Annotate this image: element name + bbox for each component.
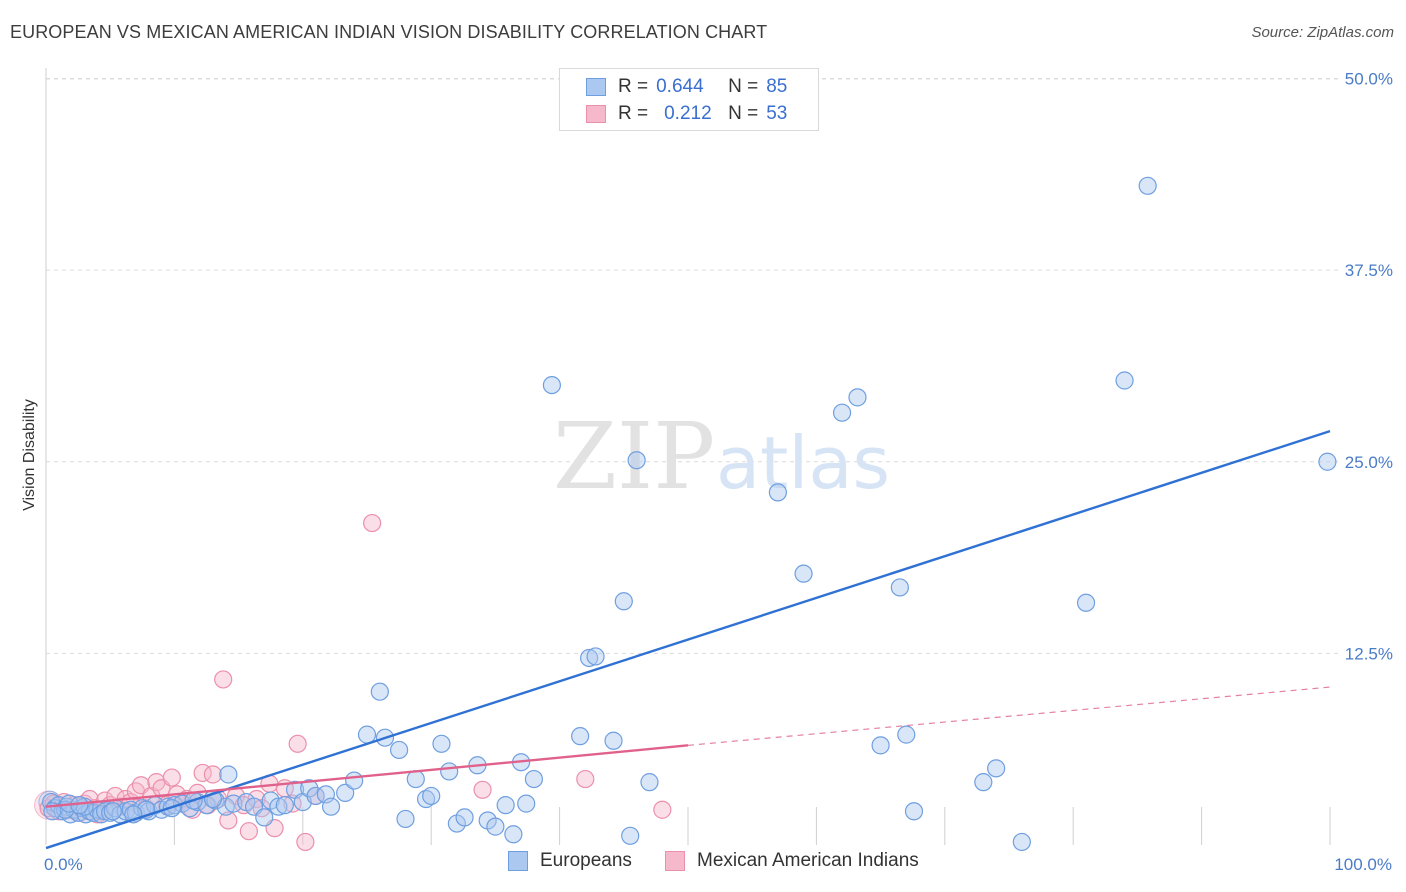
europeans-trendline <box>45 429 1331 850</box>
europeans-point <box>1138 176 1157 195</box>
europeans-point <box>486 817 505 836</box>
europeans-point <box>586 647 605 666</box>
mexican-american-indians-point <box>473 780 492 799</box>
mexican-american-indians-point <box>363 513 382 533</box>
europeans-point <box>890 578 909 597</box>
europeans-point <box>987 759 1006 778</box>
series-swatch-blue <box>508 851 528 871</box>
grid-layer <box>46 78 1340 654</box>
legend-r-label: R = <box>618 103 649 124</box>
legend-n-label: N = <box>728 103 759 124</box>
europeans-point <box>571 727 590 746</box>
mexican-american-indians-point <box>219 811 238 830</box>
mexican-american-indians-point <box>288 734 307 753</box>
chart-source: Source: ZipAtlas.com <box>1251 24 1394 41</box>
legend-n-value: 85 <box>766 76 788 97</box>
series-legend-mexican-american-indians[interactable]: Mexican American Indians <box>665 850 919 872</box>
watermark-atlas: atlas <box>716 421 890 505</box>
mexican-american-indians-trendline-extension <box>687 686 1331 746</box>
europeans-point <box>904 802 924 821</box>
europeans-point <box>627 451 646 470</box>
europeans-point <box>640 773 659 792</box>
mexican-american-indians-point <box>576 769 595 789</box>
legend-r-value: 0.212 <box>664 103 712 124</box>
europeans-point <box>396 809 415 829</box>
europeans-point <box>455 808 474 827</box>
series-legend-label: Europeans <box>540 850 632 871</box>
mexican-american-indians-point <box>653 800 672 819</box>
points-layer <box>34 176 1337 852</box>
series-legend-label: Mexican American Indians <box>697 850 919 871</box>
legend-n-value: 53 <box>766 103 788 124</box>
legend-r-value: 0.644 <box>656 76 704 97</box>
europeans-point <box>524 769 544 789</box>
chart-title: EUROPEAN VS MEXICAN AMERICAN INDIAN VISI… <box>10 22 768 42</box>
legend-row-europeans: R = 0.644 N = 85 <box>586 75 787 99</box>
europeans-point <box>422 786 441 806</box>
europeans-point <box>1012 832 1031 852</box>
mexican-american-indians-point <box>162 768 181 787</box>
legend-swatch-blue <box>586 78 606 96</box>
europeans-point <box>269 797 288 816</box>
y-tick-label: 50.0% <box>1345 70 1393 89</box>
mexican-american-indians-point <box>203 765 223 784</box>
europeans-point <box>871 736 890 755</box>
mexican-american-indians-point <box>239 822 258 841</box>
europeans-point <box>103 802 122 821</box>
mexican-american-indians-trendline <box>45 744 689 808</box>
x-tick-label: 100.0% <box>1334 855 1392 874</box>
watermark: ZIP atlas <box>553 403 890 510</box>
europeans-point <box>504 825 523 844</box>
europeans-point <box>832 403 852 422</box>
series-swatch-pink <box>665 851 685 871</box>
europeans-point <box>219 765 238 784</box>
europeans-point <box>255 808 274 827</box>
europeans-point <box>614 592 633 611</box>
europeans-point <box>542 376 561 395</box>
europeans-point <box>1076 593 1096 612</box>
mexican-american-indians-point <box>296 832 315 852</box>
legend-r-label: R = <box>618 76 649 97</box>
series-legend: Europeans Mexican American Indians <box>0 850 1406 878</box>
europeans-point <box>321 797 341 816</box>
y-axis-title: Vision Disability <box>21 399 38 511</box>
series-legend-europeans[interactable]: Europeans <box>508 850 632 872</box>
europeans-point <box>517 794 536 813</box>
europeans-point <box>848 388 867 407</box>
y-tick-label: 12.5% <box>1345 644 1393 663</box>
europeans-point <box>621 826 640 845</box>
europeans-point <box>390 740 409 760</box>
legend-row-mexican-american-indians: R = 0.212 N = 53 <box>586 102 787 126</box>
y-tick-label: 25.0% <box>1345 453 1393 472</box>
watermark-zip: ZIP <box>553 403 715 510</box>
europeans-point <box>974 773 993 792</box>
legend-n-label: N = <box>728 76 759 97</box>
europeans-point <box>1115 371 1134 390</box>
x-tick-label: 0.0% <box>44 855 83 874</box>
europeans-point <box>357 725 377 744</box>
europeans-point <box>496 796 515 815</box>
europeans-point <box>432 734 451 753</box>
europeans-point <box>768 483 787 502</box>
y-tick-label: 37.5% <box>1345 261 1393 280</box>
europeans-point <box>406 769 425 789</box>
europeans-point <box>604 731 623 750</box>
europeans-point <box>275 796 294 815</box>
europeans-point <box>1318 452 1337 471</box>
regression-lines <box>45 429 1331 850</box>
stats-legend: R = 0.644 N = 85 R = 0.212 N = 53 <box>559 68 819 131</box>
europeans-point <box>580 648 599 668</box>
axis-layer: 12.5% 25.0% 37.5% 50.0% 0.0% 100.0% <box>44 68 1393 874</box>
legend-swatch-pink <box>586 105 606 123</box>
mexican-american-indians-point <box>214 670 233 689</box>
europeans-point <box>336 783 355 802</box>
europeans-point <box>345 771 364 790</box>
europeans-point <box>370 682 389 701</box>
europeans-point <box>416 789 436 809</box>
europeans-point <box>897 725 916 744</box>
europeans-point <box>794 564 813 583</box>
europeans-point <box>440 762 459 781</box>
